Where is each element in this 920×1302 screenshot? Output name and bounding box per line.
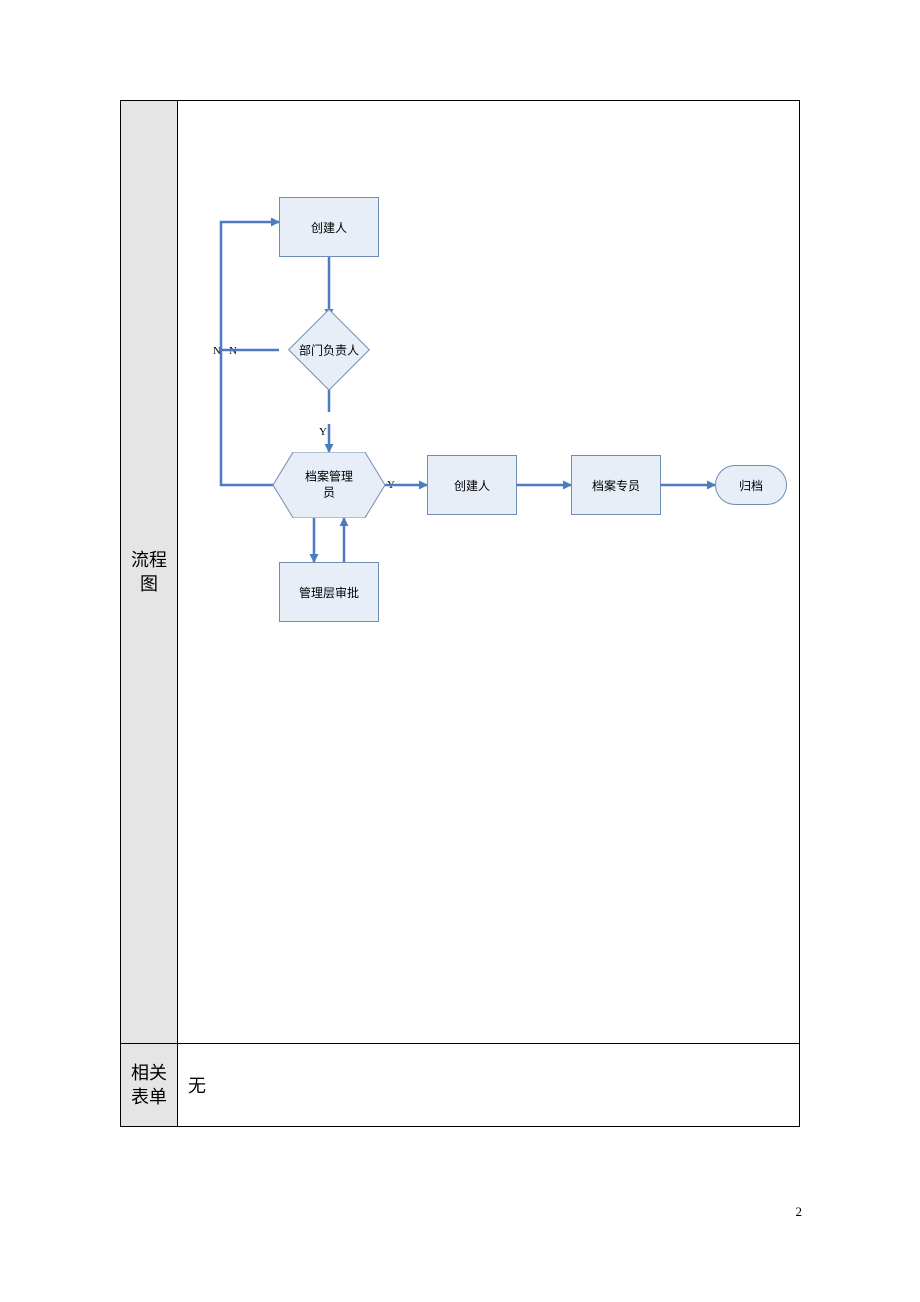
flow-node-specialist: 档案专员 [571,455,661,515]
page-number: 2 [796,1204,803,1220]
forms-section-label: 相关表单 [121,1044,178,1127]
flow-node-creator2: 创建人 [427,455,517,515]
document-page: 流程图 YNNY创建人部门负责人档案管理员管理层审批创建人档案专员归档 相关表单… [0,0,920,1302]
flowchart-canvas: YNNY创建人部门负责人档案管理员管理层审批创建人档案专员归档 [178,101,800,1044]
flow-node-archive: 归档 [715,465,787,505]
flowchart-inner: YNNY创建人部门负责人档案管理员管理层审批创建人档案专员归档 [179,102,798,1042]
flowchart-section-label: 流程图 [121,101,178,1044]
forms-section-value: 无 [178,1044,800,1127]
layout-table: 流程图 YNNY创建人部门负责人档案管理员管理层审批创建人档案专员归档 相关表单… [120,100,800,1127]
forms-value-text: 无 [188,1076,206,1096]
flow-node-creator1: 创建人 [279,197,379,257]
flow-node-dept_head: 部门负责人 [279,317,379,383]
forms-label-text: 相关表单 [131,1063,167,1107]
flow-node-archivist: 档案管理员 [273,452,385,518]
flowchart-label-text: 流程图 [131,550,167,594]
flow-node-mgmt: 管理层审批 [279,562,379,622]
